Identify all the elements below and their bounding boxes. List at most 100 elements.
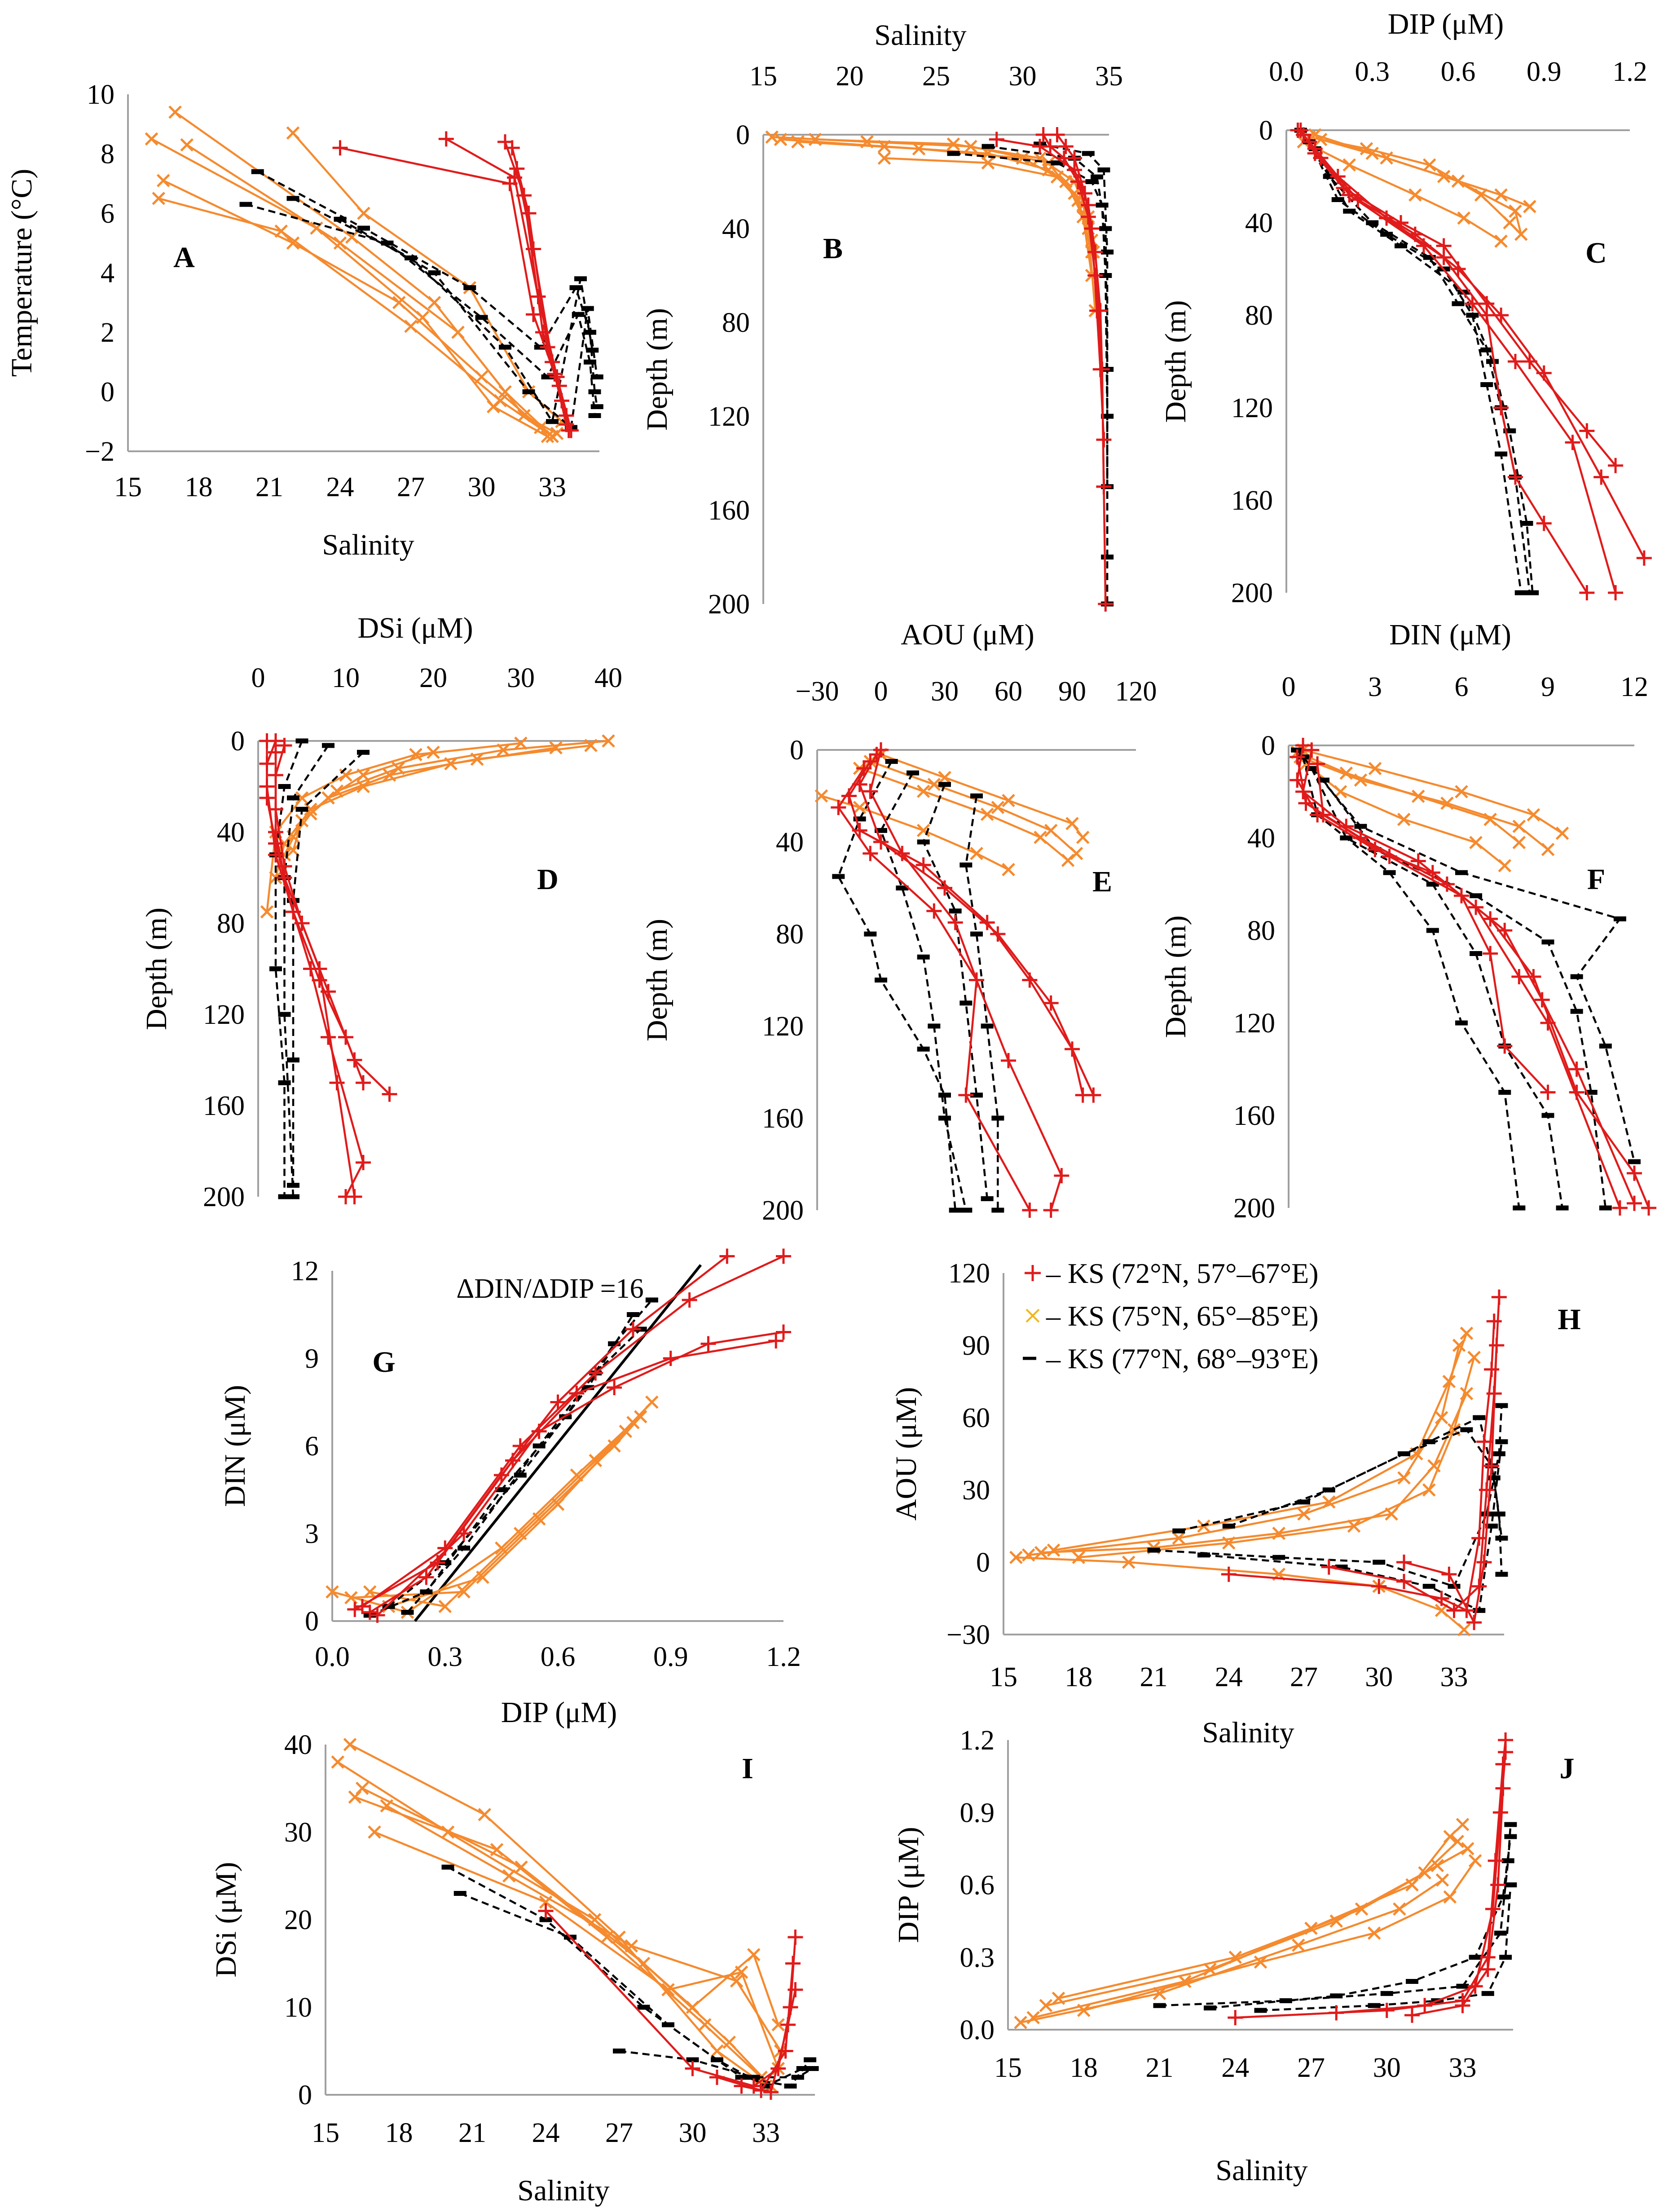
y-tick-label: 0	[1261, 731, 1275, 761]
series-ks72	[1290, 738, 1657, 1216]
y-tick-label: 0.9	[960, 1798, 995, 1828]
y-tick-label: 120	[762, 1011, 804, 1042]
profile-line	[1404, 1345, 1498, 1626]
x-tick-label: 15	[990, 1662, 1017, 1692]
panel-j: 15 18 21 24 27 30 33 0.0 0.3 0.6 0.9 1.2 Salinity DIP…	[892, 1725, 1575, 2187]
x-tick-labels: −30 0 30 60 90 120	[796, 676, 1157, 707]
x-axis-title: DSi (μM)	[357, 612, 473, 644]
profile-markers	[613, 2049, 819, 2080]
profile-line	[1228, 1321, 1495, 1612]
profile-markers	[1321, 1289, 1507, 1618]
panel-c: 0.0 0.3 0.6 0.9 1.2 0 40 80 120 160 200 DIP (μM) Dep…	[1159, 8, 1652, 608]
profile-markers	[852, 747, 1101, 1103]
x-tick-label: 30	[679, 2118, 707, 2148]
y-tick-label: 200	[708, 589, 750, 620]
y-tick-label: 80	[1247, 916, 1275, 946]
profile-markers	[362, 1248, 735, 1620]
y-tick-label: 0	[231, 726, 245, 757]
legend-entry-ks77: – KS (77°N, 68°–93°E)	[1023, 1343, 1319, 1375]
profile-markers	[152, 192, 559, 443]
panel-d: 0 10 20 30 40 0 40 80 120 160 200 DSi (μM) Depth (m)…	[140, 612, 622, 1212]
profile-line	[545, 1910, 797, 2087]
profile-line	[516, 168, 568, 416]
y-tick-label: 20	[284, 1905, 312, 1935]
x-tick-label: 0.9	[653, 1642, 688, 1672]
profile-markers	[363, 1395, 659, 1613]
series-ks75	[331, 1738, 788, 2093]
profile-markers	[917, 782, 994, 1201]
x-tick-labels: 15 20 25 30 35	[749, 61, 1123, 92]
y-tick-label: 40	[217, 817, 245, 848]
x-tick-label: 9	[1541, 672, 1555, 702]
y-tick-label: 200	[1231, 578, 1273, 608]
x-tick-labels: 15 18 21 24 27 30 33	[312, 2118, 780, 2148]
series-ks75	[1297, 128, 1536, 248]
panel-letter: E	[1092, 865, 1112, 898]
series-ks72	[1228, 1732, 1514, 2026]
x-axis-title: DIN (μM)	[1389, 618, 1511, 651]
x-tick-label: 12	[1620, 672, 1648, 702]
y-tick-label: 9	[305, 1344, 319, 1374]
profile-markers	[1153, 1822, 1517, 2008]
x-tick-label: 30	[507, 663, 535, 693]
profile-markers	[344, 1410, 647, 1604]
y-axis-title: DIN (μM)	[219, 1385, 251, 1507]
y-tick-label: 12	[291, 1256, 319, 1287]
panel-b: 15 20 25 30 35 0 40 80 120 160 200 Salinity Depth (m…	[641, 19, 1123, 620]
x-tick-label: 33	[1449, 2053, 1477, 2083]
y-axis-title: Depth (m)	[1159, 300, 1192, 423]
profile-markers	[156, 174, 547, 434]
y-tick-label: 6	[305, 1431, 319, 1462]
profile-line	[257, 171, 598, 407]
y-tick-label: 80	[722, 308, 750, 338]
profile-markers	[1047, 1326, 1474, 1557]
profile-line	[837, 767, 1063, 1211]
y-tick-label: 40	[284, 1730, 312, 1760]
profile-line	[965, 796, 999, 1210]
y-axis-title: Temperature (°C)	[5, 169, 38, 377]
x-tick-label: 30	[931, 676, 959, 707]
legend-label: – KS (72°N, 57°–67°E)	[1046, 1257, 1319, 1289]
y-tick-label: 40	[1245, 208, 1273, 238]
profile-line	[274, 746, 556, 878]
profile-markers	[1254, 1882, 1517, 2013]
profile-markers	[1290, 749, 1642, 1211]
panel-letter: B	[823, 232, 843, 265]
profile-line	[1296, 757, 1636, 1204]
profile-line	[717, 1963, 794, 2092]
x-tick-label: 18	[185, 472, 213, 502]
series-ks77	[363, 1297, 658, 1618]
profile-markers	[1310, 756, 1556, 1100]
y-tick-label: −30	[946, 1620, 990, 1650]
x-tick-label: 0.3	[428, 1642, 463, 1672]
series-ks77	[1147, 1403, 1508, 1613]
profile-markers	[734, 1982, 803, 2100]
x-tick-label: 60	[995, 676, 1022, 707]
panel-letter: C	[1585, 237, 1607, 269]
y-tick-label: 160	[762, 1103, 804, 1134]
x-tick-labels: 15 18 21 24 27 30 33	[114, 472, 566, 502]
panel-e: −30 0 30 60 90 120 0 40 80 120 160 200 AOU (μM) Depth…	[641, 618, 1157, 1226]
series-ks72	[538, 1903, 803, 2100]
y-tick-label: 200	[203, 1182, 245, 1212]
x-tick-label: 33	[1440, 1662, 1468, 1692]
profile-markers	[1404, 1780, 1511, 2023]
x-tick-label: 0.6	[1441, 57, 1476, 87]
x-tick-label: 33	[752, 2118, 780, 2148]
y-tick-label: 160	[1231, 485, 1273, 516]
y-tick-labels: 0 40 80 120 160 200	[203, 726, 245, 1212]
x-axis-title: Salinity	[322, 529, 414, 561]
profile-line	[619, 2050, 813, 2079]
y-tick-label: 0.6	[960, 1870, 995, 1901]
x-tick-label: 30	[1365, 1662, 1393, 1692]
series-ks77	[441, 1864, 819, 2089]
y-tick-label: 90	[962, 1331, 990, 1361]
x-tick-labels: 15 18 21 24 27 30 33	[990, 1662, 1468, 1692]
y-tick-labels: 0.0 0.3 0.6 0.9 1.2	[960, 1725, 995, 2045]
series-ks72	[259, 733, 397, 1204]
y-tick-label: −2	[85, 436, 114, 467]
profile-line	[1078, 1357, 1475, 1559]
profile-markers	[326, 1416, 640, 1619]
